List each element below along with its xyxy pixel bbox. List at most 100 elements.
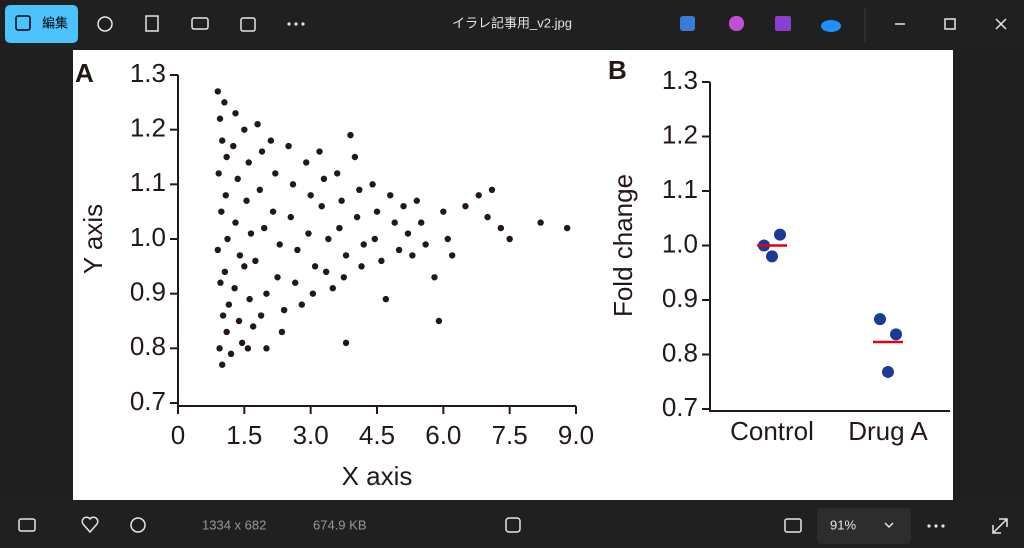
app-icon[interactable] <box>680 16 695 31</box>
point <box>234 175 241 183</box>
point <box>334 170 341 177</box>
y-tick-label: 1.0 <box>662 228 698 258</box>
rotate-button[interactable] <box>97 16 113 32</box>
point <box>351 153 359 161</box>
fit-button[interactable] <box>784 518 802 533</box>
point <box>318 203 325 210</box>
point <box>309 290 317 297</box>
point <box>218 208 225 215</box>
point <box>387 192 394 199</box>
point <box>257 312 265 319</box>
more-button[interactable] <box>927 524 945 528</box>
point <box>484 213 491 221</box>
delete-button[interactable] <box>145 15 159 32</box>
zoom-level: 91% <box>830 517 856 532</box>
onedrive-icon[interactable] <box>821 20 841 32</box>
print-button[interactable] <box>191 17 209 30</box>
point <box>537 219 544 226</box>
point <box>263 290 270 297</box>
point <box>400 203 407 210</box>
point <box>422 241 429 248</box>
point <box>382 295 390 303</box>
point <box>219 137 226 144</box>
edit-button[interactable] <box>5 5 78 43</box>
point <box>236 252 244 259</box>
share-button[interactable] <box>240 17 256 32</box>
y-tick-label: 0.9 <box>130 277 166 307</box>
point <box>221 99 228 106</box>
zoom-select[interactable] <box>817 508 911 544</box>
panel-label: A <box>75 58 94 88</box>
x-tick-label: Drug A <box>848 416 928 446</box>
filmstrip-button[interactable] <box>18 518 36 532</box>
maximize-button[interactable] <box>944 18 956 30</box>
more-button[interactable] <box>287 22 305 26</box>
point <box>356 186 363 193</box>
y-tick-label: 1.1 <box>662 174 698 204</box>
x-tick-label: 4.5 <box>359 420 395 450</box>
point <box>244 345 252 352</box>
scan-button[interactable] <box>505 517 521 533</box>
point <box>216 345 223 352</box>
favorite-button[interactable] <box>81 516 99 534</box>
point <box>435 317 443 325</box>
app-icon[interactable] <box>775 16 791 31</box>
point <box>506 235 513 243</box>
point <box>225 301 233 308</box>
point <box>325 235 332 243</box>
point <box>287 213 294 221</box>
x-tick-label: Control <box>730 416 814 446</box>
x-tick-label: 1.5 <box>226 420 262 450</box>
edit-label: 編集 <box>42 15 68 30</box>
point <box>342 339 350 347</box>
point <box>329 285 336 292</box>
point <box>258 148 266 155</box>
point <box>358 263 365 270</box>
y-tick-label: 1.1 <box>130 167 166 197</box>
zoom-dropdown <box>884 522 894 529</box>
point <box>254 121 261 128</box>
point <box>303 159 310 166</box>
point <box>274 274 281 281</box>
y-tick-label: 0.8 <box>130 331 166 361</box>
point <box>378 257 385 265</box>
point <box>214 246 221 254</box>
point <box>391 219 398 226</box>
point <box>448 252 456 259</box>
y-tick-label: 1.2 <box>130 113 166 143</box>
point <box>373 208 381 215</box>
point <box>766 250 778 263</box>
point <box>444 235 451 243</box>
file-size: 674.9 KB <box>313 517 367 532</box>
point <box>369 181 376 188</box>
point <box>338 197 345 204</box>
panel-label: B <box>608 55 627 85</box>
app-icon[interactable] <box>729 16 744 31</box>
point <box>231 285 238 292</box>
close-button[interactable] <box>995 18 1007 30</box>
info-button[interactable] <box>130 517 146 533</box>
fullscreen-button[interactable] <box>992 518 1008 534</box>
point <box>320 175 328 183</box>
point <box>409 252 416 259</box>
edit-icon <box>15 15 31 31</box>
y-tick-label: 1.0 <box>130 222 166 252</box>
point <box>395 246 403 254</box>
x-tick-label: 0 <box>171 420 185 450</box>
point <box>371 235 378 243</box>
point <box>307 192 314 199</box>
point <box>267 137 275 144</box>
point <box>249 323 257 330</box>
point <box>291 279 299 286</box>
y-tick-label: 0.8 <box>662 337 698 367</box>
point <box>263 345 270 352</box>
point <box>280 306 288 314</box>
image <box>73 50 953 500</box>
point <box>215 170 222 177</box>
toolbar <box>0 0 1024 50</box>
point <box>488 186 496 193</box>
x-tick-label: 7.5 <box>492 420 528 450</box>
y-axis-label: Fold change <box>608 174 638 317</box>
point <box>413 197 420 204</box>
point <box>353 213 361 221</box>
